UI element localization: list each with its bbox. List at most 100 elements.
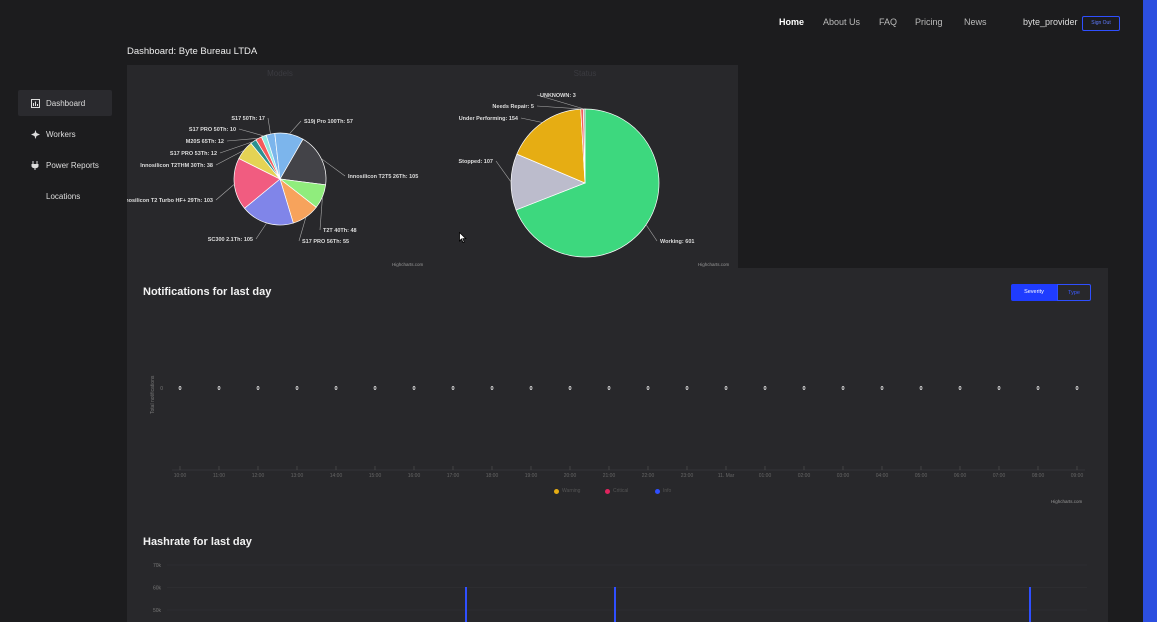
x-tick-label: 18:00 [486, 473, 499, 479]
notifications-panel: Notifications for last day Severity Type… [127, 268, 1108, 520]
x-tick-label: 01:00 [759, 473, 772, 479]
nav-about-link[interactable]: About Us [823, 17, 861, 27]
nav-pricing-link[interactable]: Pricing [915, 17, 943, 27]
power-icon [28, 160, 42, 170]
status-connector [536, 105, 583, 110]
data-label: 0 [178, 386, 181, 392]
legend-label: Critical [613, 488, 629, 494]
data-label: 0 [724, 386, 727, 392]
models-connector [238, 128, 264, 137]
nav-news-link[interactable]: News [964, 17, 987, 27]
x-tick-label: 23:00 [681, 473, 694, 479]
pie-charts-panel: Models Status Innosilicon T2T5 26Th: 105… [127, 65, 738, 268]
status-data-label: Stopped: 107 [458, 159, 493, 165]
data-label: 0 [646, 386, 649, 392]
data-label: 0 [880, 386, 883, 392]
y-tick-label: 0 [160, 386, 163, 392]
severity-toggle-button[interactable]: Severity [1011, 284, 1057, 301]
hashrate-panel: Hashrate for last day 70k 60k 50k [127, 520, 1108, 622]
legend-critical[interactable]: Critical [605, 488, 628, 494]
models-data-label: S17 PRO 56Th: 55 [302, 239, 349, 245]
models-data-label: SC300 2.1Th: 105 [208, 237, 253, 243]
data-label: 0 [334, 386, 337, 392]
nav-faq-link[interactable]: FAQ [879, 17, 898, 27]
x-tick-label: 04:00 [876, 473, 889, 479]
models-data-label: Innosilicon T2T5 26Th: 105 [348, 174, 418, 180]
status-data-label: Needs Repair: 5 [492, 104, 534, 110]
status-data-label: UNKNOWN: 3 [540, 93, 576, 99]
x-tick-label: 02:00 [798, 473, 811, 479]
status-connector [520, 117, 543, 123]
x-tick-label: 11:00 [213, 473, 225, 479]
x-tick-label: 19:00 [525, 473, 538, 479]
username: byte_provider [1023, 17, 1078, 27]
cursor-icon [459, 232, 467, 243]
x-tick-label: 06:00 [954, 473, 967, 479]
hashrate-chart-svg: 70k 60k 50k [153, 563, 1087, 622]
data-label: 0 [919, 386, 922, 392]
models-chart-credit: Highcharts.com [392, 262, 424, 267]
nav-home-link[interactable]: Home [779, 17, 805, 27]
notifications-title: Notifications for last day [143, 286, 272, 298]
models-data-label: Innosilicon T2THM 30Th: 38 [140, 163, 213, 169]
hashrate-spike-bar [614, 587, 616, 622]
x-tick-label: 12:00 [252, 473, 265, 479]
status-connector [495, 160, 512, 183]
hashrate-y-tick-label: 50k [153, 608, 162, 614]
top-navigation: Home About Us FAQ Pricing News byte_prov… [0, 0, 1143, 46]
x-tick-label: 05:00 [915, 473, 928, 479]
info-dot-icon [655, 488, 660, 494]
status-slice [515, 108, 660, 258]
workers-icon [28, 129, 42, 139]
models-chart-title: Models [267, 69, 293, 78]
status-chart-credit: Highcharts.com [698, 262, 730, 267]
data-label: 0 [295, 386, 298, 392]
data-label: 0 [841, 386, 844, 392]
right-edge-bar [1143, 0, 1157, 622]
data-label: 0 [217, 386, 220, 392]
data-label: 0 [685, 386, 688, 392]
data-label: 0 [451, 386, 454, 392]
x-tick-label: 15:00 [369, 473, 382, 479]
data-label: 0 [607, 386, 610, 392]
data-label: 0 [958, 386, 961, 392]
models-connector [289, 120, 302, 135]
models-connector [319, 196, 323, 231]
models-data-label: Innosilicon T2 Turbo HF+ 29Th: 103 [127, 198, 213, 204]
data-label: 0 [1075, 386, 1078, 392]
x-tick-label: 07:00 [993, 473, 1006, 479]
data-label: 0 [490, 386, 493, 392]
sidebar-item-label: Power Reports [46, 160, 99, 170]
models-connector [255, 222, 267, 240]
sidebar-item-locations[interactable]: Locations [18, 183, 112, 209]
x-tick-label: 17:00 [447, 473, 460, 479]
legend-warning[interactable]: Warning [554, 488, 580, 494]
sidebar-item-workers[interactable]: Workers [18, 121, 112, 147]
sign-out-button[interactable]: Sign Out [1082, 16, 1120, 31]
data-label: 0 [529, 386, 532, 392]
sidebar-item-power-reports[interactable]: Power Reports [18, 152, 112, 178]
models-connector [321, 158, 346, 177]
models-connector [226, 137, 259, 142]
models-data-label: S19j Pro 100Th: 57 [304, 119, 353, 125]
dashboard-icon [28, 98, 42, 108]
data-label: 0 [373, 386, 376, 392]
x-tick-label: 22:00 [642, 473, 655, 479]
data-label: 0 [256, 386, 259, 392]
hashrate-spike-bar [465, 587, 467, 622]
models-slice [279, 138, 327, 186]
legend-info[interactable]: Info [655, 488, 671, 494]
models-connector [215, 150, 245, 166]
x-tick-label: 11. Mar [718, 473, 735, 479]
sidebar-item-label: Workers [46, 129, 76, 139]
models-data-label: S17 PRO 50Th: 10 [189, 127, 236, 133]
legend-label: Warning [562, 488, 581, 494]
sidebar-item-dashboard[interactable]: Dashboard [18, 90, 112, 116]
legend-label: Info [663, 488, 672, 494]
type-toggle-button[interactable]: Type [1057, 284, 1091, 301]
data-label: 0 [997, 386, 1000, 392]
pie-charts-svg: Innosilicon T2T5 26Th: 105 T2T 40Th: 48 S1… [127, 93, 694, 258]
status-data-label: Working: 601 [660, 239, 694, 245]
notifications-chart-svg: 0 10:00 0 11:00 0 12:00 0 13:00 0 14:00 0 15:00 0 16:… [160, 386, 1085, 479]
x-tick-label: 21:00 [603, 473, 616, 479]
